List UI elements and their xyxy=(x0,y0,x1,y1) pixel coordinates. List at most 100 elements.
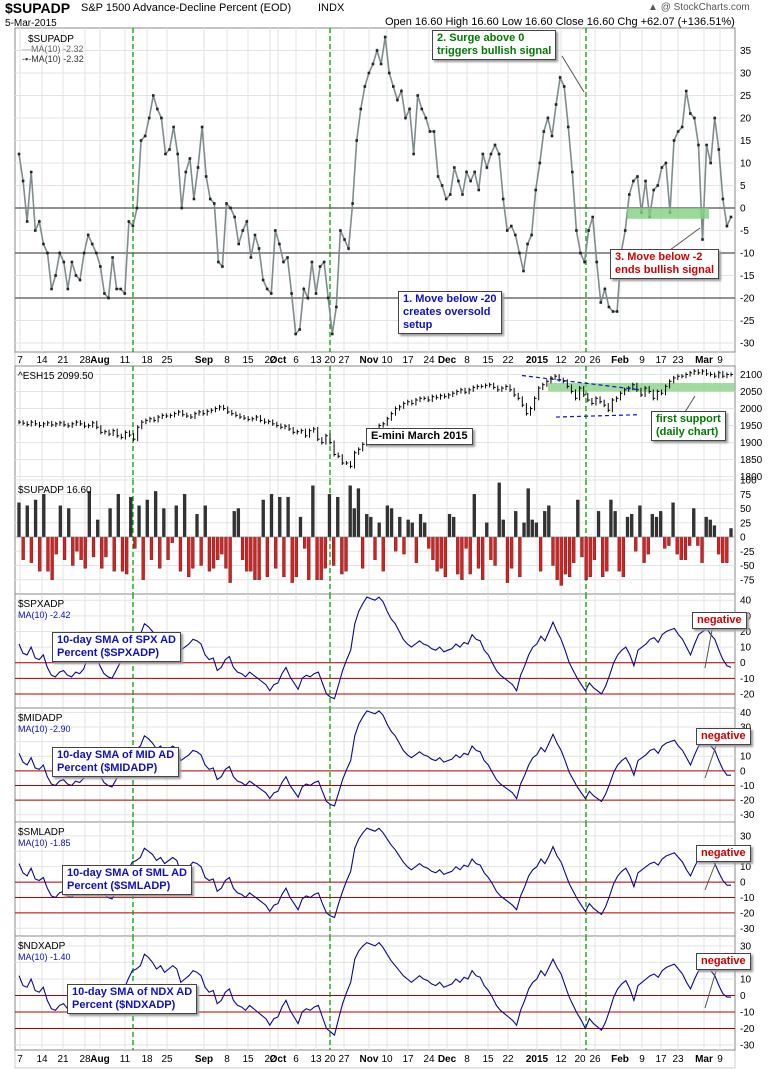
data-point xyxy=(339,229,342,232)
bar xyxy=(187,536,191,578)
bar xyxy=(83,536,87,569)
spx-negative-note: negative xyxy=(692,612,747,629)
data-point xyxy=(151,94,155,97)
data-point xyxy=(697,143,700,147)
bar xyxy=(721,536,725,563)
series-line-ndx xyxy=(18,941,731,1037)
mid-legend-ma: MA(10) -2.90 xyxy=(18,724,71,734)
bar xyxy=(493,536,497,566)
emini-annotation: E-mini March 2015 xyxy=(366,428,473,445)
data-point xyxy=(566,125,570,129)
data-point xyxy=(298,328,302,331)
y-tick-label: -75 xyxy=(740,575,755,586)
bar xyxy=(348,485,352,538)
y-tick-label: -10 xyxy=(740,781,755,792)
data-point xyxy=(143,134,147,138)
data-point xyxy=(518,251,521,255)
x-tick-label-bottom: 7 xyxy=(17,1054,23,1065)
data-point xyxy=(86,233,90,237)
bar xyxy=(369,516,373,538)
x-tick-label-bottom: 12 xyxy=(555,1054,567,1065)
x-tick-label-top: Mar xyxy=(695,355,713,366)
x-tick-label-top: 15 xyxy=(482,355,494,366)
data-point xyxy=(684,89,688,93)
panel-frame-supadp xyxy=(14,27,736,353)
spx-legend-ma: MA(10) -2.42 xyxy=(18,610,71,620)
bar xyxy=(274,536,278,569)
x-tick-label-top: 10 xyxy=(381,355,393,366)
bar xyxy=(162,508,166,538)
bar xyxy=(340,536,344,575)
bar xyxy=(410,522,414,538)
x-tick-label-top: Aug xyxy=(90,355,109,366)
x-tick-label-bottom: 24 xyxy=(423,1054,435,1065)
data-point xyxy=(457,179,460,183)
y-tick-label: 1850 xyxy=(740,455,763,466)
data-point xyxy=(17,152,21,156)
data-point xyxy=(70,260,74,264)
bar xyxy=(253,536,257,580)
below2-leader xyxy=(669,227,701,251)
bar xyxy=(472,494,476,538)
y-tick-label: 30 xyxy=(740,941,752,952)
supadp-legend-ma2: -▪-MA(10) -2.32 xyxy=(22,54,84,64)
data-point xyxy=(135,206,139,210)
signal-zone-highlight xyxy=(627,208,709,219)
bar xyxy=(220,536,224,555)
data-point xyxy=(481,152,485,156)
data-point xyxy=(58,251,61,255)
bar xyxy=(100,536,104,569)
x-tick-label-bottom: Sep xyxy=(195,1054,213,1065)
x-tick-label-bottom: Oct xyxy=(270,1054,287,1065)
y-tick-label: 15 xyxy=(740,136,752,147)
bar xyxy=(687,536,692,546)
data-point xyxy=(591,215,594,219)
bar xyxy=(377,522,381,538)
data-point xyxy=(713,116,717,120)
negative-leader xyxy=(704,970,717,1009)
bar xyxy=(278,496,282,538)
bar xyxy=(373,536,377,560)
data-point xyxy=(664,161,668,165)
bar xyxy=(551,536,555,566)
data-point xyxy=(38,220,41,223)
data-point xyxy=(115,287,118,291)
data-point xyxy=(172,125,175,129)
data-point xyxy=(554,103,558,106)
bar xyxy=(725,536,729,563)
data-point xyxy=(448,193,452,196)
data-point xyxy=(66,287,70,291)
bar xyxy=(447,514,452,538)
y-tick-label: 0 xyxy=(740,533,746,544)
x-tick-label-top: 23 xyxy=(672,355,684,366)
bar xyxy=(563,536,568,575)
data-point xyxy=(225,202,228,205)
x-tick-label-top: 9 xyxy=(717,355,723,366)
x-tick-label-bottom: 22 xyxy=(264,1054,276,1065)
bar xyxy=(663,536,667,549)
negative-leader xyxy=(704,745,717,779)
ndx-annotation: 10-day SMA of NDX AD Percent ($NDXADP) xyxy=(67,984,198,1014)
bar xyxy=(116,494,120,538)
data-point xyxy=(416,94,420,97)
bar xyxy=(518,536,522,578)
data-point xyxy=(274,229,277,232)
support-leader xyxy=(684,395,696,413)
x-tick-label-top: 8 xyxy=(224,355,230,366)
y-tick-label: 100 xyxy=(740,476,757,487)
data-point xyxy=(233,215,236,219)
data-point xyxy=(204,175,208,178)
bar xyxy=(360,536,365,569)
data-point xyxy=(95,251,98,255)
y-tick-label: -20 xyxy=(740,796,755,807)
data-point xyxy=(379,62,383,66)
bar xyxy=(211,536,216,569)
bar xyxy=(216,536,220,560)
data-point xyxy=(428,130,432,133)
data-point xyxy=(184,170,188,174)
x-tick-label-bottom: 21 xyxy=(57,1054,69,1065)
data-point xyxy=(493,143,497,147)
x-tick-label-bottom: 26 xyxy=(589,1054,601,1065)
data-point xyxy=(571,170,574,174)
bar xyxy=(120,536,125,572)
